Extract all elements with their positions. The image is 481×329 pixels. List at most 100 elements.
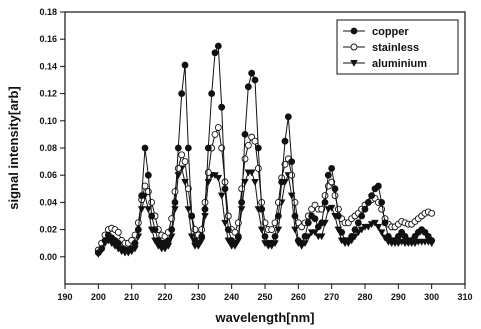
data-point-aluminium — [144, 206, 153, 214]
data-point-stainless — [241, 155, 249, 163]
y-tick-label: 0.18 — [39, 7, 57, 17]
data-point-stainless — [291, 198, 299, 206]
data-point-stainless — [251, 137, 259, 145]
data-point-copper — [234, 232, 242, 240]
data-point-stainless — [214, 124, 222, 132]
y-tick-label: 0.16 — [39, 34, 57, 44]
data-point-stainless — [378, 205, 386, 213]
data-point-copper — [164, 237, 172, 244]
data-point-copper — [188, 212, 196, 220]
x-axis-title: wavelength[nm] — [215, 310, 315, 325]
data-point-aluminium — [187, 233, 196, 241]
data-point-aluminium — [221, 219, 229, 227]
data-point-copper — [151, 226, 159, 234]
data-point-aluminium — [357, 226, 366, 234]
data-point-stainless — [148, 198, 156, 206]
data-point-copper — [218, 103, 226, 111]
axis-ticks: 190 200 210 220 230 240 250 260 270 280 290 300 310 0… — [39, 7, 472, 302]
data-point-stainless — [144, 188, 152, 195]
legend-marker-copper — [350, 27, 358, 35]
data-point-aluminium — [317, 233, 326, 241]
data-point-aluminium — [184, 206, 193, 214]
data-point-copper — [268, 239, 276, 247]
data-point-copper — [324, 171, 332, 179]
data-point-copper — [278, 178, 286, 186]
data-point-copper — [171, 198, 179, 206]
data-point-stainless — [174, 164, 182, 172]
x-tick-label: 270 — [324, 292, 339, 302]
data-point-copper — [214, 42, 222, 50]
data-point-copper — [141, 144, 149, 152]
data-point-aluminium — [137, 206, 146, 214]
data-point-copper — [198, 232, 206, 240]
x-tick-label: 200 — [91, 292, 106, 302]
data-point-copper — [428, 237, 436, 244]
data-point-stainless — [204, 169, 212, 176]
data-point-stainless — [198, 226, 206, 234]
y-tick-label: 0.08 — [39, 143, 57, 153]
y-tick-label: 0.04 — [39, 197, 57, 207]
data-point-copper — [208, 90, 216, 97]
data-point-stainless — [274, 198, 282, 206]
data-point-copper — [284, 113, 292, 121]
data-point-copper — [351, 226, 359, 234]
data-point-stainless — [288, 171, 296, 179]
data-point-copper — [328, 164, 336, 172]
data-point-copper — [211, 49, 219, 57]
data-point-copper — [174, 144, 182, 152]
x-tick-label: 210 — [124, 292, 139, 302]
data-point-aluminium — [217, 192, 226, 200]
data-point-copper — [301, 232, 309, 240]
legend-marker-stainless — [350, 43, 358, 51]
data-point-copper — [298, 239, 306, 247]
data-point-aluminium — [214, 174, 223, 182]
legend-markers — [343, 27, 365, 67]
data-point-copper — [128, 245, 136, 253]
y-tick-label: 0.00 — [39, 252, 57, 262]
legend-marker-aluminium — [350, 60, 358, 67]
data-point-copper — [168, 226, 176, 234]
data-point-copper — [261, 232, 269, 240]
data-point-stainless — [428, 209, 436, 217]
x-tick-label: 190 — [57, 292, 72, 302]
data-point-aluminium — [251, 179, 259, 186]
data-point-copper — [134, 226, 142, 234]
data-point-stainless — [178, 151, 186, 159]
data-point-copper — [334, 212, 342, 220]
data-point-copper — [114, 239, 122, 247]
data-point-copper — [381, 219, 389, 227]
data-point-copper — [238, 198, 246, 206]
data-point-aluminium — [241, 179, 249, 186]
data-point-copper — [281, 137, 289, 145]
data-point-copper — [331, 185, 339, 193]
data-point-copper — [181, 61, 189, 69]
data-point-stainless — [211, 130, 219, 138]
x-tick-label: 260 — [291, 292, 306, 302]
data-point-copper — [221, 185, 229, 193]
data-point-copper — [311, 215, 319, 223]
data-point-stainless — [224, 212, 232, 220]
data-point-copper — [348, 232, 356, 240]
data-point-copper — [374, 182, 382, 190]
data-point-copper — [271, 232, 279, 240]
data-point-copper — [378, 198, 386, 206]
data-point-stainless — [321, 192, 329, 200]
data-point-aluminium — [377, 229, 386, 237]
x-tick-label: 250 — [257, 292, 272, 302]
data-point-stainless — [334, 205, 342, 213]
data-point-copper — [321, 198, 329, 206]
data-point-aluminium — [364, 223, 373, 231]
x-tick-label: 310 — [457, 292, 472, 302]
data-point-copper — [288, 158, 296, 166]
data-point-copper — [144, 171, 152, 179]
data-point-aluminium — [247, 169, 256, 177]
legend: copper stainless aluminium — [336, 19, 459, 75]
data-point-copper — [338, 228, 346, 236]
data-point-copper — [148, 212, 156, 220]
data-point-copper — [251, 76, 259, 84]
data-point-stainless — [234, 219, 242, 227]
y-tick-label: 0.10 — [39, 116, 57, 126]
data-point-aluminium — [371, 219, 379, 227]
x-tick-label: 280 — [357, 292, 372, 302]
